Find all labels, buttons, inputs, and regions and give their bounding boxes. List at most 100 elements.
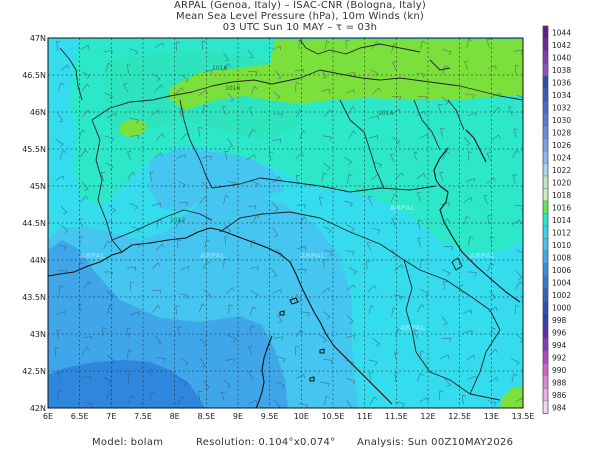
region-border-liguria — [111, 209, 213, 241]
x-tick-label: 10E — [294, 412, 309, 421]
y-tick-label: 44.5N — [22, 219, 46, 228]
x-tick-label: 8E — [170, 412, 180, 421]
colorbar-label: 1006 — [552, 266, 571, 275]
wind-barb — [276, 356, 286, 363]
wind-barb — [78, 129, 86, 139]
wind-barb — [103, 49, 113, 55]
colorbar-swatch — [542, 238, 549, 252]
footer-model: Model: bolam — [92, 437, 164, 448]
wind-barb — [467, 375, 477, 380]
colorbar-swatch — [542, 350, 549, 364]
wind-barb — [55, 175, 65, 181]
wind-barb — [463, 330, 473, 335]
wind-barb — [391, 307, 397, 317]
wind-barb — [156, 219, 163, 229]
wind-barb — [488, 306, 498, 313]
colorbar-swatch — [542, 338, 549, 352]
wind-barb — [150, 391, 155, 402]
x-tick-label: 13.5E — [512, 412, 535, 421]
band-1012-inland — [150, 150, 285, 212]
wind-barb — [81, 71, 90, 80]
colorbar-label: 1040 — [552, 53, 571, 62]
wind-barb — [225, 287, 235, 295]
wind-barb — [127, 64, 132, 74]
x-tick-label: 12E — [420, 412, 435, 421]
colorbar-swatch — [542, 263, 549, 277]
wind-barb — [180, 107, 185, 117]
wind-barb — [198, 127, 203, 137]
wind-barb — [348, 130, 357, 139]
wind-barb — [462, 309, 472, 315]
wind-barb — [346, 400, 353, 408]
band-1018-se — [500, 386, 523, 408]
wind-barb — [151, 202, 161, 208]
wind-barb — [81, 375, 91, 381]
wind-barb — [323, 395, 330, 405]
wind-barb — [294, 68, 305, 73]
wind-barb — [345, 359, 355, 367]
wind-barb — [348, 267, 357, 275]
wind-barb — [220, 392, 226, 401]
wind-barb — [440, 128, 445, 138]
wind-barb — [127, 171, 136, 181]
wind-barb — [513, 50, 523, 55]
wind-barb — [249, 180, 259, 187]
wind-barb — [126, 349, 133, 360]
wind-barb — [201, 181, 209, 191]
wind-barb — [156, 356, 167, 363]
wind-barb — [250, 289, 259, 298]
y-tick-label: 45N — [30, 182, 46, 191]
wind-barb — [80, 45, 90, 50]
wind-barb — [248, 346, 253, 356]
wind-barb — [368, 359, 378, 366]
wind-barb — [393, 294, 403, 301]
wind-barb — [200, 358, 206, 368]
colorbar-swatch — [542, 75, 549, 89]
wind-barb — [439, 354, 449, 359]
wind-barb — [444, 377, 451, 387]
colorbar-swatch — [542, 100, 549, 114]
wind-barb — [347, 173, 353, 184]
austria-italy-border — [271, 69, 523, 101]
wind-barb — [510, 358, 520, 366]
wind-barb — [419, 350, 425, 360]
wind-barb — [415, 72, 426, 78]
colorbar-label: 1024 — [552, 153, 571, 162]
wind-barb — [78, 303, 83, 313]
wind-barb — [322, 162, 331, 171]
wind-barb — [57, 245, 67, 251]
wind-barb — [345, 39, 350, 49]
wind-barb — [100, 172, 106, 182]
colorbar-label: 986 — [552, 391, 567, 400]
wind-barbs — [54, 38, 523, 408]
wind-barb — [491, 327, 497, 337]
wind-barb — [516, 270, 523, 280]
wind-barb — [126, 327, 132, 338]
wind-barb — [152, 73, 161, 82]
wind-barb — [487, 262, 494, 272]
wind-barb — [437, 104, 443, 114]
watermark-text: ARPAL — [200, 252, 226, 260]
graticule — [48, 38, 523, 408]
x-tick-label: 6.5E — [71, 412, 89, 421]
wind-barb — [175, 87, 185, 95]
colorbar-label: 1012 — [552, 228, 571, 237]
wind-barb — [417, 219, 423, 229]
wind-barb — [127, 151, 132, 161]
wind-barb — [323, 250, 333, 256]
colorbar-label: 996 — [552, 328, 567, 337]
wind-barb — [228, 304, 233, 314]
wind-barb — [295, 373, 305, 379]
colorbar-swatch — [542, 113, 549, 127]
wind-barb — [508, 106, 513, 116]
france-italy-border — [91, 119, 123, 253]
wind-barb — [512, 174, 517, 184]
region-border-veneto — [339, 99, 385, 189]
wind-barb — [180, 357, 189, 366]
wind-barb — [295, 152, 305, 160]
colorbar-swatch — [542, 325, 549, 339]
wind-barb — [416, 173, 426, 180]
austria-germany-border — [299, 39, 421, 55]
wind-barb — [81, 181, 89, 191]
colorbar-swatch — [542, 388, 549, 402]
